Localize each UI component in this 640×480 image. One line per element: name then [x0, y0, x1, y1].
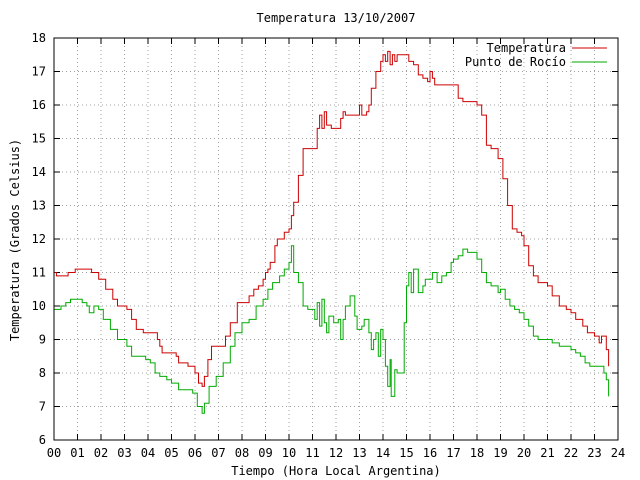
x-tick-label: 11 — [305, 446, 319, 460]
y-tick-label: 18 — [32, 31, 46, 45]
x-tick-label: 13 — [352, 446, 366, 460]
y-tick-label: 11 — [32, 266, 46, 280]
x-tick-label: 17 — [446, 446, 460, 460]
grid — [54, 38, 618, 440]
series-layer — [54, 50, 610, 414]
x-tick-label: 00 — [47, 446, 61, 460]
x-tick-label: 24 — [611, 446, 625, 460]
x-tick-label: 21 — [540, 446, 554, 460]
x-tick-label: 15 — [399, 446, 413, 460]
y-tick-label: 15 — [32, 132, 46, 146]
y-tick-label: 16 — [32, 98, 46, 112]
legend-label: Punto de Rocío — [465, 55, 566, 69]
y-tick-label: 8 — [39, 366, 46, 380]
y-tick-label: 13 — [32, 199, 46, 213]
y-tick-label: 7 — [39, 400, 46, 414]
x-tick-label: 16 — [423, 446, 437, 460]
x-tick-label: 04 — [141, 446, 155, 460]
x-tick-label: 12 — [329, 446, 343, 460]
axis-ticks: 00 01 02 03 04 05 06 07 08 09 10 11 12 13 14 15 16 17 18 19… — [32, 31, 626, 460]
x-tick-label: 23 — [587, 446, 601, 460]
x-tick-label: 01 — [70, 446, 84, 460]
x-tick-label: 03 — [117, 446, 131, 460]
x-tick-label: 19 — [493, 446, 507, 460]
x-tick-label: 06 — [188, 446, 202, 460]
x-tick-label: 18 — [470, 446, 484, 460]
x-tick-label: 14 — [376, 446, 390, 460]
y-tick-label: 10 — [32, 299, 46, 313]
x-tick-label: 08 — [235, 446, 249, 460]
y-tick-label: 17 — [32, 65, 46, 79]
plot-frame — [53, 37, 619, 441]
series-line-temperatura — [54, 50, 610, 387]
x-axis-label: Tiempo (Hora Local Argentina) — [231, 464, 441, 478]
x-tick-label: 20 — [517, 446, 531, 460]
x-tick-label: 10 — [282, 446, 296, 460]
x-tick-label: 07 — [211, 446, 225, 460]
x-tick-label: 05 — [164, 446, 178, 460]
x-tick-label: 22 — [564, 446, 578, 460]
y-axis-label: Temperatura (Grados Celsius) — [8, 139, 22, 341]
legend-label: Temperatura — [487, 41, 566, 55]
y-tick-label: 6 — [39, 433, 46, 447]
y-tick-label: 14 — [32, 165, 46, 179]
chart-title: Temperatura 13/10/2007 — [257, 11, 416, 25]
y-tick-label: 12 — [32, 232, 46, 246]
x-tick-label: 09 — [258, 446, 272, 460]
x-tick-label: 02 — [94, 446, 108, 460]
y-tick-label: 9 — [39, 333, 46, 347]
series-line-punto-de-roc-o — [54, 245, 610, 414]
